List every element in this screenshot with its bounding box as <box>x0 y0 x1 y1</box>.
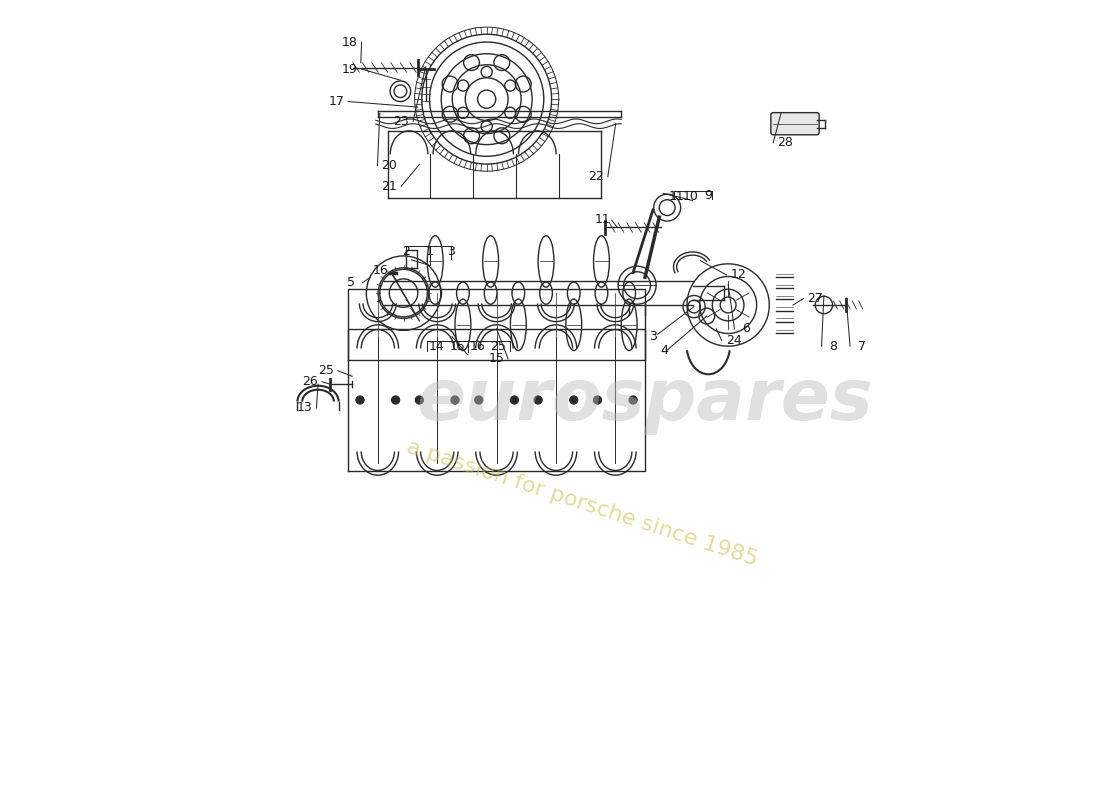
Text: 13: 13 <box>297 402 312 414</box>
Text: 3: 3 <box>649 330 657 343</box>
Circle shape <box>594 396 602 404</box>
Circle shape <box>392 396 399 404</box>
Text: 17: 17 <box>328 95 344 108</box>
Text: 15: 15 <box>488 352 504 366</box>
Text: 7: 7 <box>858 340 866 353</box>
Text: 9: 9 <box>704 190 713 202</box>
Text: 11: 11 <box>595 213 610 226</box>
Text: 10: 10 <box>683 190 698 203</box>
Text: 11: 11 <box>669 190 684 203</box>
Circle shape <box>451 396 459 404</box>
Text: 2: 2 <box>402 245 410 258</box>
Circle shape <box>535 396 542 404</box>
Text: 15: 15 <box>450 340 465 353</box>
Text: 20: 20 <box>382 159 397 172</box>
Text: 16: 16 <box>470 340 485 353</box>
Circle shape <box>629 396 637 404</box>
Text: 25: 25 <box>491 340 506 353</box>
Circle shape <box>475 396 483 404</box>
Text: 14: 14 <box>429 340 444 353</box>
Circle shape <box>356 396 364 404</box>
Text: 1: 1 <box>426 245 433 258</box>
Text: 12: 12 <box>730 269 746 282</box>
Text: 28: 28 <box>778 136 793 150</box>
Text: 16: 16 <box>373 264 388 277</box>
Text: a passion for porsche since 1985: a passion for porsche since 1985 <box>404 437 760 570</box>
Text: 4: 4 <box>661 345 669 358</box>
Circle shape <box>416 396 424 404</box>
Text: 26: 26 <box>302 375 318 388</box>
Text: 3: 3 <box>447 245 455 258</box>
Text: 24: 24 <box>726 334 741 347</box>
Text: 22: 22 <box>588 170 604 183</box>
FancyBboxPatch shape <box>771 113 820 134</box>
Text: eurospares: eurospares <box>417 366 873 434</box>
Text: 6: 6 <box>742 322 750 335</box>
Text: 5: 5 <box>346 276 354 290</box>
Circle shape <box>570 396 578 404</box>
Text: 27: 27 <box>807 292 823 305</box>
Text: 19: 19 <box>342 62 358 75</box>
Circle shape <box>510 396 518 404</box>
Text: 18: 18 <box>342 36 358 49</box>
Text: 8: 8 <box>829 340 837 353</box>
Text: 21: 21 <box>382 180 397 193</box>
Text: 23: 23 <box>394 115 409 128</box>
Text: 25: 25 <box>318 364 334 378</box>
